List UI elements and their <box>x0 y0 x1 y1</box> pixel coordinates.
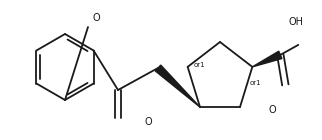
Text: or1: or1 <box>250 80 261 86</box>
Text: O: O <box>92 13 100 23</box>
Text: O: O <box>144 117 152 127</box>
Text: OH: OH <box>289 17 304 27</box>
Text: or1: or1 <box>194 62 206 68</box>
Text: O: O <box>268 105 276 115</box>
Polygon shape <box>155 65 200 107</box>
Polygon shape <box>252 51 282 67</box>
